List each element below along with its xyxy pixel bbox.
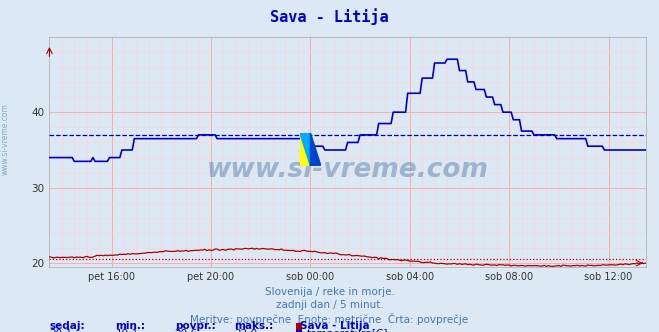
Text: 19,1: 19,1 <box>115 329 138 332</box>
Text: Sava - Litija: Sava - Litija <box>270 8 389 25</box>
Text: 22,0: 22,0 <box>234 329 257 332</box>
Polygon shape <box>300 133 310 166</box>
Text: min.:: min.: <box>115 321 146 331</box>
Text: Meritve: povprečne  Enote: metrične  Črta: povprečje: Meritve: povprečne Enote: metrične Črta:… <box>190 313 469 325</box>
Text: povpr.:: povpr.: <box>175 321 215 331</box>
Text: Sava - Litija: Sava - Litija <box>300 321 370 331</box>
Text: temperatura[C]: temperatura[C] <box>306 329 388 332</box>
Polygon shape <box>310 133 321 166</box>
Text: 20,6: 20,6 <box>175 329 198 332</box>
Text: www.si-vreme.com: www.si-vreme.com <box>1 104 10 175</box>
Text: maks.:: maks.: <box>234 321 273 331</box>
Text: 20,1: 20,1 <box>49 329 72 332</box>
Text: zadnji dan / 5 minut.: zadnji dan / 5 minut. <box>275 300 384 310</box>
Polygon shape <box>300 133 310 166</box>
Text: sedaj:: sedaj: <box>49 321 85 331</box>
Text: Slovenija / reke in morje.: Slovenija / reke in morje. <box>264 287 395 297</box>
Text: www.si-vreme.com: www.si-vreme.com <box>207 157 488 183</box>
